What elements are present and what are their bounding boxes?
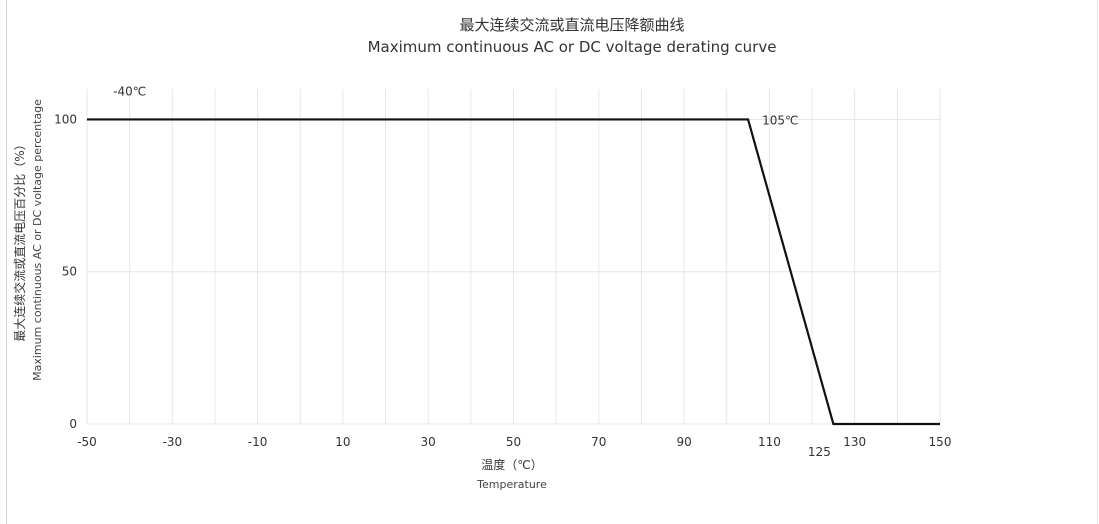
x-tick-label: -50 [77,435,97,449]
x-tick-label: -10 [248,435,268,449]
chart-subtitle: Maximum continuous AC or DC voltage dera… [368,38,777,56]
annotation-label: 105℃ [762,113,798,127]
x-tick-label: -30 [162,435,182,449]
x-axis-label-en: Temperature [476,478,547,491]
x-axis-label: 温度（℃） [481,457,542,472]
series-layer [87,118,940,426]
x-tick-label: 150 [929,435,952,449]
y-tick-labels: 0 50 100 [54,112,77,431]
annotation-label: -40℃ [113,84,146,98]
annotation-layer: -40℃ 105℃ 125 [113,84,831,459]
chart-frame [6,0,1098,524]
x-tick-label: 130 [843,435,866,449]
x-tick-label: 70 [591,435,606,449]
x-tick-label: 10 [335,435,350,449]
chart-title: 最大连续交流或直流电压降额曲线 [459,16,684,34]
x-tick-labels: -50 -30 -10 10 30 50 70 90 110 130 150 [77,435,951,449]
y-axis-label: 最大连续交流或直流电压百分比（%） [12,138,27,341]
x-tick-label: 110 [758,435,781,449]
y-tick-label: 0 [69,417,77,431]
x-tick-label: 90 [676,435,691,449]
y-tick-label: 100 [54,112,77,126]
y-axis-label-en: Maximum continuous AC or DC voltage perc… [31,99,44,381]
x-tick-label: 50 [506,435,521,449]
derating-curve-line [87,118,940,426]
x-tick-label: 30 [421,435,436,449]
annotation-label: 125 [808,445,831,459]
y-tick-label: 50 [62,265,77,279]
grid [86,89,941,425]
